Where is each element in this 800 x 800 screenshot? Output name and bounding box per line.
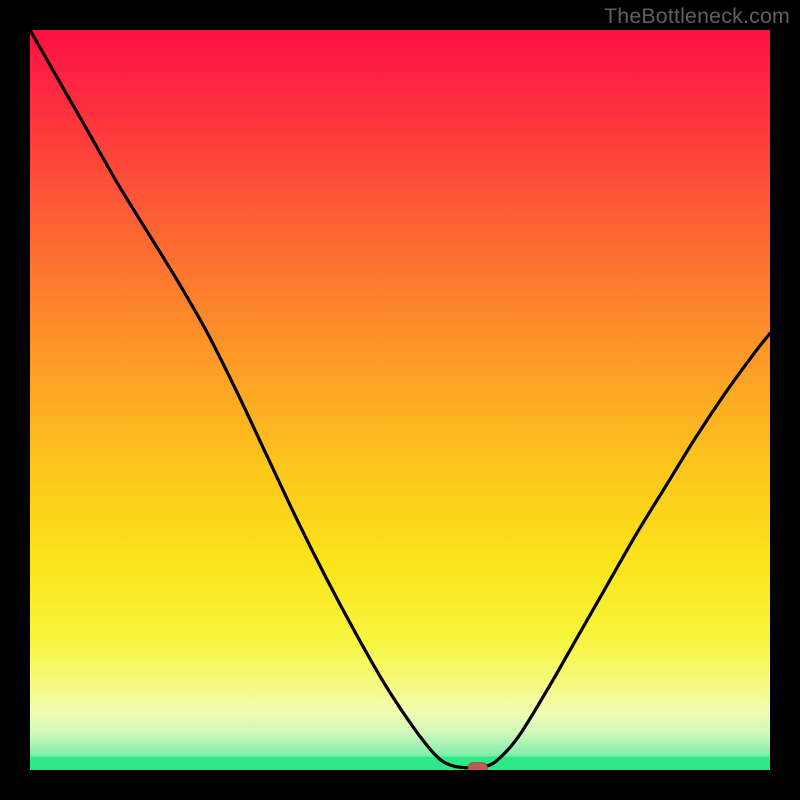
chart-frame: TheBottleneck.com bbox=[0, 0, 800, 800]
plot-svg bbox=[30, 30, 770, 770]
plot-area bbox=[30, 30, 770, 770]
gradient-background bbox=[30, 30, 770, 770]
bottom-green-band bbox=[30, 757, 770, 770]
optimal-marker bbox=[468, 763, 487, 770]
watermark-text: TheBottleneck.com bbox=[604, 4, 790, 29]
